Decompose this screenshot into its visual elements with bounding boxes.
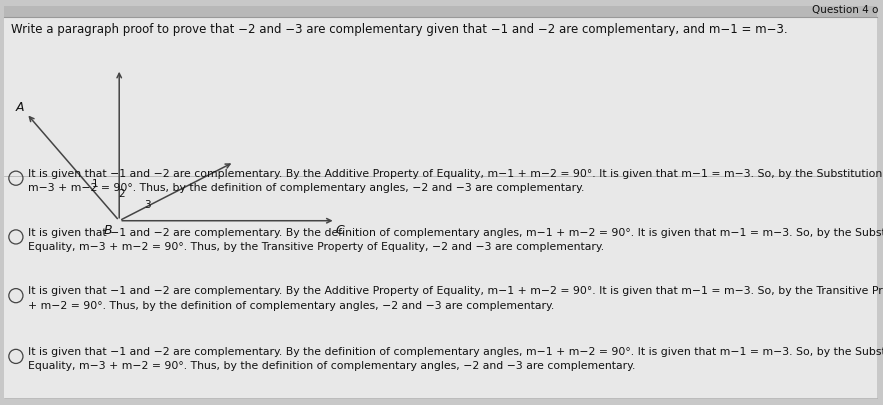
Text: B: B: [103, 224, 112, 237]
Text: 2: 2: [118, 190, 125, 199]
FancyBboxPatch shape: [4, 11, 877, 399]
Text: It is given that −1 and −2 are complementary. By the Additive Property of Equali: It is given that −1 and −2 are complemen…: [28, 169, 883, 193]
Text: 3: 3: [144, 200, 151, 209]
FancyBboxPatch shape: [4, 6, 877, 17]
Text: Question 4 o: Question 4 o: [812, 5, 879, 15]
Text: Write a paragraph proof to prove that −2 and −3 are complementary given that −1 : Write a paragraph proof to prove that −2…: [11, 23, 788, 36]
Text: It is given that −1 and −2 are complementary. By the Additive Property of Equali: It is given that −1 and −2 are complemen…: [28, 286, 883, 311]
Text: It is given that −1 and −2 are complementary. By the definition of complementary: It is given that −1 and −2 are complemen…: [28, 228, 883, 252]
Text: C: C: [336, 224, 344, 237]
Text: A: A: [15, 101, 24, 114]
Text: It is given that −1 and −2 are complementary. By the definition of complementary: It is given that −1 and −2 are complemen…: [28, 347, 883, 371]
Text: 1: 1: [92, 179, 99, 189]
